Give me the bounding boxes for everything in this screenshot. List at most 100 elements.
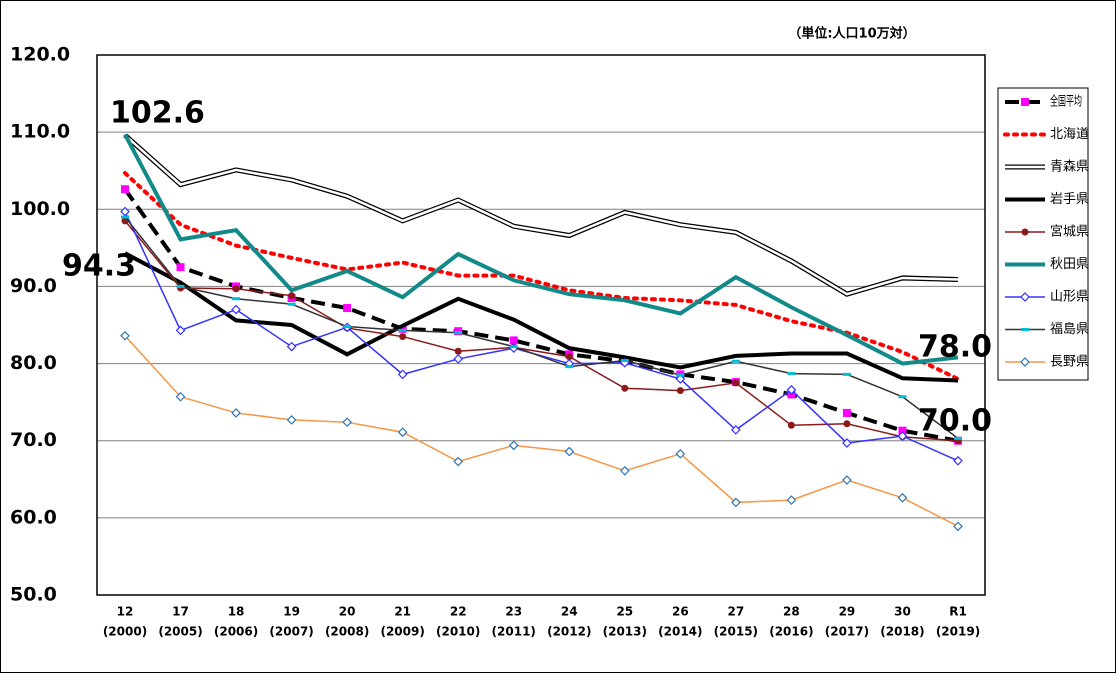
x-tick-label: 29 (839, 605, 856, 619)
marker (121, 215, 129, 219)
marker (621, 384, 629, 392)
x-tick-label: (2008) (325, 625, 369, 639)
marker (953, 455, 963, 466)
marker (231, 304, 241, 315)
legend-label: 福島県 (1050, 322, 1089, 337)
marker (509, 336, 518, 345)
annotation: 94.3 (62, 249, 136, 284)
legend-label: 岩手県 (1050, 192, 1089, 207)
marker (619, 465, 630, 476)
marker (731, 497, 741, 508)
marker (453, 354, 464, 364)
annotation: 78.0 (918, 330, 992, 365)
marker (508, 440, 519, 451)
marker (620, 358, 629, 362)
x-tick-label: 22 (450, 605, 467, 619)
legend-label: 全国平均 (1050, 94, 1082, 110)
legend-label: 宮城県 (1050, 224, 1089, 240)
y-tick-label: 80.0 (10, 352, 57, 374)
marker (121, 185, 129, 194)
marker (953, 521, 963, 532)
line (124, 251, 959, 383)
x-tick-label: (2012) (547, 625, 591, 639)
marker (1021, 228, 1029, 236)
marker (175, 325, 186, 336)
x-tick-label: 18 (228, 605, 245, 619)
marker (120, 330, 130, 341)
marker (176, 284, 185, 288)
marker (343, 325, 352, 329)
marker (787, 421, 795, 429)
x-tick-label: (2013) (603, 625, 647, 639)
x-tick-label: (2015) (714, 625, 758, 639)
marker (675, 448, 686, 459)
marker (343, 304, 352, 313)
marker (898, 395, 907, 399)
x-tick-label: (2017) (825, 625, 869, 639)
line (123, 133, 959, 297)
line-inner (124, 134, 959, 296)
marker (288, 292, 296, 300)
marker (454, 347, 462, 355)
x-tick-label: (2018) (880, 625, 924, 639)
marker (1020, 357, 1030, 367)
annotation: 70.0 (918, 404, 992, 439)
marker (842, 475, 852, 485)
marker (176, 263, 185, 272)
unit-note: （単位:人口10万対） (788, 26, 915, 42)
marker (509, 345, 518, 349)
x-tick-label: (2019) (936, 625, 980, 639)
marker (842, 438, 852, 448)
marker (842, 372, 851, 376)
marker (232, 285, 240, 293)
x-tick-label: (2009) (380, 625, 424, 639)
y-tick-label: 110.0 (10, 121, 70, 143)
marker (676, 387, 684, 395)
marker (1021, 98, 1029, 106)
marker (231, 408, 241, 418)
marker (787, 372, 796, 376)
marker (897, 431, 908, 441)
legend-label: 長野県 (1050, 355, 1089, 370)
y-tick-label: 60.0 (10, 506, 57, 528)
marker (454, 331, 463, 335)
x-tick-label: R1 (949, 605, 967, 619)
line (123, 188, 959, 443)
marker (897, 492, 908, 503)
marker (286, 415, 297, 425)
marker (287, 302, 296, 306)
x-tick-label: 17 (172, 605, 189, 619)
x-tick-label: 19 (283, 605, 300, 619)
x-tick-label: (2005) (158, 625, 202, 639)
marker (342, 417, 352, 428)
legend-label: 青森県 (1050, 160, 1089, 175)
legend-box (997, 87, 1089, 381)
y-tick-label: 50.0 (10, 584, 57, 606)
line (123, 133, 959, 366)
marker (565, 353, 573, 361)
marker (676, 373, 685, 377)
line (124, 220, 959, 442)
marker (898, 426, 907, 435)
marker (398, 328, 407, 332)
x-tick-label: 21 (394, 605, 411, 619)
line (124, 216, 959, 439)
marker (286, 341, 297, 352)
marker (397, 369, 408, 380)
marker (453, 456, 464, 467)
marker (954, 436, 962, 440)
legend-label: 秋田県 (1050, 257, 1089, 272)
marker (842, 408, 851, 417)
marker (1020, 292, 1030, 302)
y-tick-label: 70.0 (10, 429, 57, 451)
plot-border (96, 54, 986, 596)
x-tick-label: (2014) (658, 625, 702, 639)
x-tick-label: (2010) (436, 625, 480, 639)
marker (398, 324, 407, 333)
marker (399, 333, 407, 341)
marker (564, 446, 575, 457)
marker (175, 391, 186, 402)
x-tick-label: (2016) (769, 625, 813, 639)
marker (786, 384, 797, 395)
